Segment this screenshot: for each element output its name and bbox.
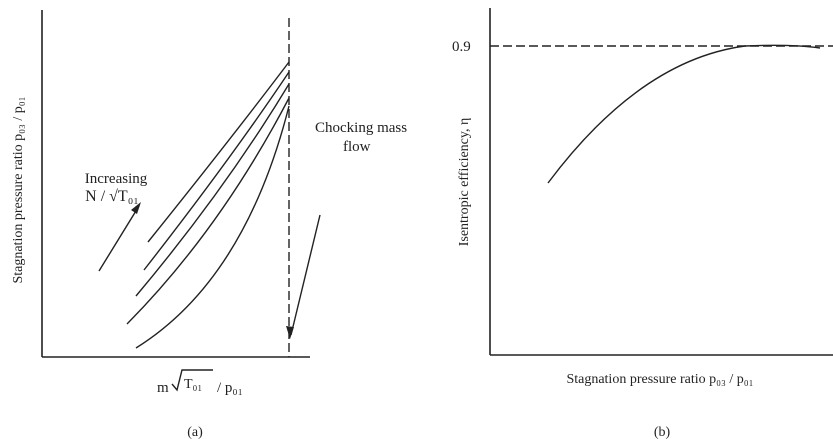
sqrt-symbol [171, 369, 213, 392]
characteristic-curve-4 [126, 97, 290, 325]
panel-a-y-label: Stagnation pressure ratio p₀₃ / p₀₁ [11, 96, 26, 283]
characteristic-curve-3 [135, 83, 290, 297]
characteristic-curve-2 [143, 71, 290, 271]
panel-a-caption: (a) [187, 425, 203, 439]
choke-label-line2: flow [343, 139, 371, 155]
tick-label-0.9: 0.9 [452, 39, 471, 55]
characteristic-curve-5 [135, 105, 290, 349]
efficiency-curve [547, 44, 821, 184]
panel-b: 0.9 Isentropic efficiency, η Stagnation … [452, 8, 833, 439]
x-label-prefix: m [157, 380, 169, 396]
panel-b-y-label: Isentropic efficiency, η [457, 118, 472, 247]
increasing-speed-arrowhead [131, 202, 141, 214]
x-label-suffix: / p₀₁ [217, 380, 243, 396]
choke-arrow [290, 214, 321, 336]
panel-b-x-label: Stagnation pressure ratio p₀₃ / p₀₁ [566, 372, 753, 387]
increasing-label: Increasing [85, 171, 148, 187]
panel-a-x-label: m T₀₁ / p₀₁ [157, 369, 243, 396]
characteristic-curve-1 [147, 61, 290, 243]
panel-a: Stagnation pressure ratio p₀₃ / p₀₁ Incr… [11, 10, 407, 439]
x-label-sqrt-term: T₀₁ [184, 377, 202, 392]
speed-parameter-label: N / √T₀₁ [85, 188, 139, 205]
panel-b-caption: (b) [654, 425, 671, 439]
increasing-speed-arrow [98, 205, 140, 272]
choke-arrowhead [286, 326, 294, 339]
choke-label-line1: Chocking mass [315, 120, 407, 136]
